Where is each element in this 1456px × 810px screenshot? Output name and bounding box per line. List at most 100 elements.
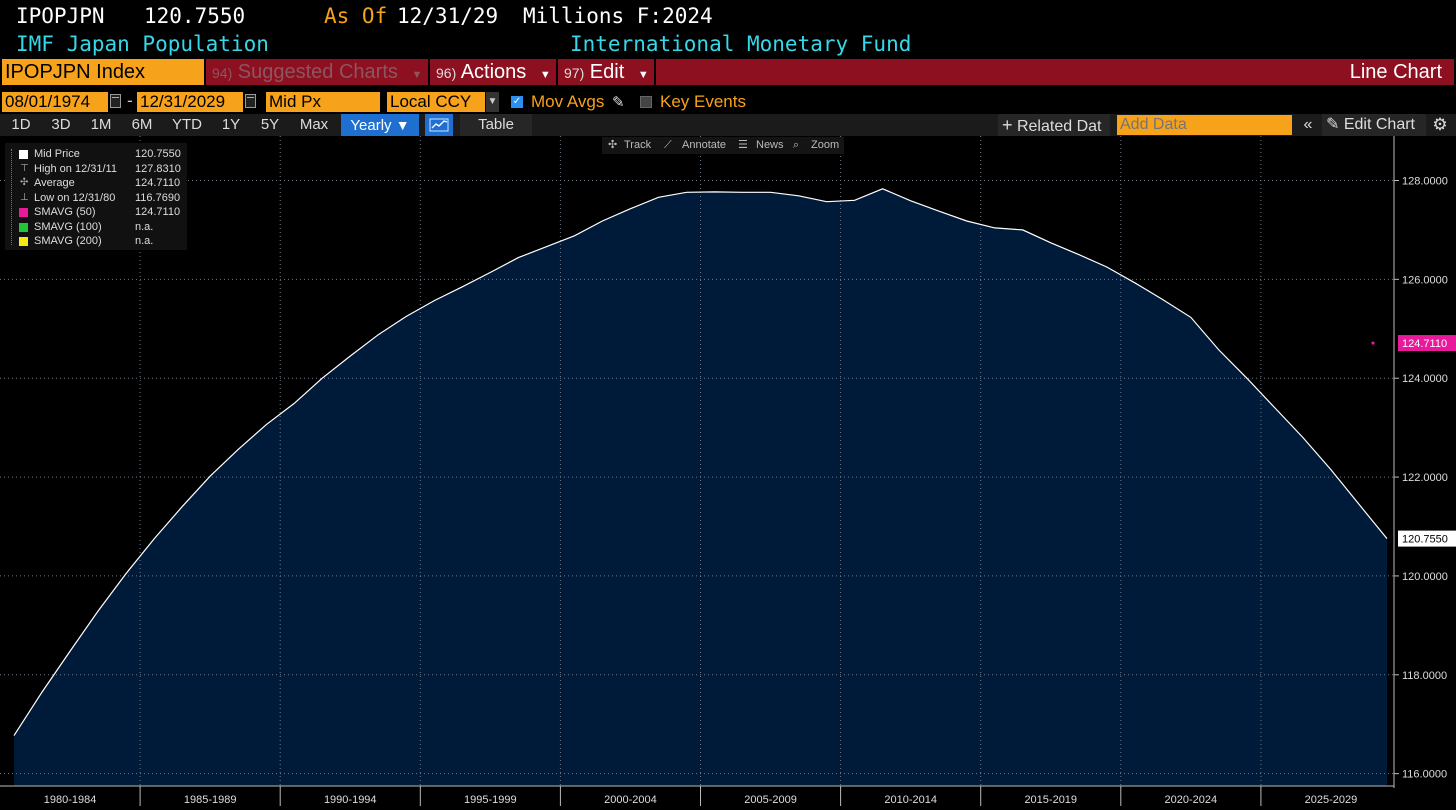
edit-chart-button[interactable]: ✎ Edit Chart [1322, 114, 1426, 136]
mov-avgs-label[interactable]: Mov Avgs [531, 92, 605, 111]
chevron-down-icon: ▼ [411, 69, 423, 81]
table-button[interactable]: Table [460, 114, 532, 136]
news-button[interactable]: News [756, 139, 784, 151]
smavg-point [1371, 341, 1375, 345]
track-icon[interactable]: ✣ [608, 139, 618, 151]
calendar-icon[interactable] [110, 94, 121, 108]
edit-chart-label: Edit Chart [1343, 116, 1415, 133]
legend-row: ⊥ Low on 12/31/80 116.7690 [5, 191, 187, 205]
line-chart[interactable]: 116.0000 118.0000 120.0000 122.0000 124.0000… [0, 136, 1456, 810]
y-tick-label: 120.0000 [1402, 571, 1448, 583]
function-toolbar: IPOPJPN Index 94) Suggested Charts ▼ 96)… [0, 58, 1456, 86]
line-chart-icon[interactable] [425, 114, 453, 136]
header-line: IPOPJPN 120.7550 As Of 12/31/29 Millions… [16, 4, 776, 32]
mov-avgs-checkbox[interactable]: ✓ [511, 96, 523, 108]
actions-number: 96) [436, 65, 457, 81]
low-marker-icon: ⊥ [20, 191, 29, 203]
key-events-label[interactable]: Key Events [660, 92, 746, 111]
period-1y[interactable]: 1Y [221, 116, 241, 133]
annotate-button[interactable]: Annotate [682, 139, 727, 151]
chevron-down-icon[interactable]: ▼ [486, 92, 499, 112]
pencil-icon[interactable]: ✎ [612, 94, 625, 111]
period-3d[interactable]: 3D [51, 116, 71, 133]
legend-label: SMAVG (50) [34, 206, 96, 218]
legend-value: n.a. [135, 235, 154, 247]
x-tick-label: 2005-2009 [744, 794, 797, 806]
zoom-icon[interactable]: ⌕ [793, 139, 800, 151]
x-tick-label: 2010-2014 [884, 794, 937, 806]
price-field-select[interactable]: Mid Px [266, 92, 380, 112]
x-tick-label: 2000-2004 [604, 794, 657, 806]
chart-mini-toolbar: ✣ Track ⟋ Annotate ☰ News ⌕ Zoom [602, 137, 844, 154]
actions-label: Actions [460, 61, 527, 83]
as-of-label: As Of [324, 4, 388, 28]
legend-swatch [19, 237, 28, 246]
add-data-input[interactable] [1117, 115, 1292, 135]
legend-value: 120.7550 [135, 148, 181, 160]
related-data-button[interactable]: + Related Dat [998, 114, 1110, 136]
pencil-icon: ✎ [1326, 116, 1340, 133]
x-tick-label: 2015-2019 [1024, 794, 1077, 806]
x-tick-label: 2020-2024 [1165, 794, 1218, 806]
x-tick-label: 1990-1994 [324, 794, 377, 806]
smavg-value-label: 124.7110 [1402, 338, 1447, 350]
security-field[interactable]: IPOPJPN Index [2, 59, 204, 85]
track-button[interactable]: Track [624, 139, 652, 151]
legend-label: Average [34, 177, 75, 189]
end-date-field[interactable]: 12/31/2029 [137, 92, 243, 112]
period-6m[interactable]: 6M [131, 116, 153, 133]
legend-value: 127.8310 [135, 162, 181, 175]
y-tick-label: 124.0000 [1402, 373, 1448, 385]
series-line-mid-price [13, 188, 1388, 736]
chart-legend: Mid Price 120.7550 ⊤ High on 12/31/11 127.83… [5, 143, 187, 250]
collapse-icon[interactable]: « [1303, 116, 1313, 133]
key-events-checkbox[interactable] [640, 96, 652, 108]
units-label: Millions F:2024 [523, 4, 713, 28]
zoom-button[interactable]: Zoom [811, 139, 840, 151]
edit-button[interactable]: 97) Edit ▼ [558, 59, 654, 85]
as-of-date: 12/31/29 [397, 4, 499, 28]
calendar-icon[interactable] [245, 94, 256, 108]
y-tick-label: 126.0000 [1402, 274, 1448, 286]
legend-value: 124.7110 [135, 177, 181, 189]
period-1d[interactable]: 1D [11, 116, 31, 133]
gear-icon[interactable]: ⚙ [1432, 115, 1448, 134]
period-bar: 1D 3D 1M 6M YTD 1Y 5Y Max Yearly ▼ Table… [0, 114, 1456, 136]
chevron-down-icon: ▼ [539, 69, 551, 81]
date-separator: - [127, 91, 133, 110]
actions-button[interactable]: 96) Actions ▼ [430, 59, 556, 85]
legend-row: SMAVG (50) 124.7110 [5, 205, 187, 219]
currency-select[interactable]: Local CCY [387, 92, 485, 112]
legend-label: Low on 12/31/80 [34, 191, 116, 204]
edit-label: Edit [589, 61, 625, 83]
legend-swatch [19, 150, 28, 159]
legend-row: ✣ Average 124.7110 [5, 176, 187, 190]
smavg-value-tag [1398, 335, 1456, 352]
legend-label: Mid Price [34, 148, 80, 160]
y-tick-label: 122.0000 [1402, 472, 1448, 484]
ticker-symbol: IPOPJPN [16, 4, 105, 28]
suggested-charts-button[interactable]: 94) Suggested Charts ▼ [206, 59, 428, 85]
news-icon[interactable]: ☰ [738, 139, 748, 151]
chevron-down-icon: ▼ [637, 69, 649, 81]
suggested-charts-label: Suggested Charts [237, 61, 398, 83]
period-5y[interactable]: 5Y [260, 116, 280, 133]
suggested-charts-number: 94) [212, 65, 233, 81]
annotate-icon[interactable]: ⟋ [664, 139, 672, 151]
frequency-select[interactable]: Yearly ▼ [341, 114, 419, 136]
legend-bracket [11, 149, 16, 245]
period-ytd[interactable]: YTD [172, 116, 202, 133]
chart-type-title: Line Chart [656, 59, 1454, 85]
legend-row: SMAVG (100) n.a. [5, 220, 187, 234]
legend-row: ⊤ High on 12/31/11 127.8310 [5, 162, 187, 176]
chevron-down-icon: ▼ [395, 117, 410, 133]
legend-row: SMAVG (200) n.a. [5, 234, 187, 248]
period-1m[interactable]: 1M [90, 116, 112, 133]
y-tick-label: 116.0000 [1402, 769, 1447, 781]
security-name: IMF Japan Population [16, 32, 269, 56]
period-max[interactable]: Max [299, 116, 329, 133]
legend-row: Mid Price 120.7550 [5, 147, 187, 161]
edit-number: 97) [564, 65, 585, 81]
start-date-field[interactable]: 08/01/1974 [2, 92, 108, 112]
y-tick-label: 118.0000 [1402, 670, 1447, 682]
